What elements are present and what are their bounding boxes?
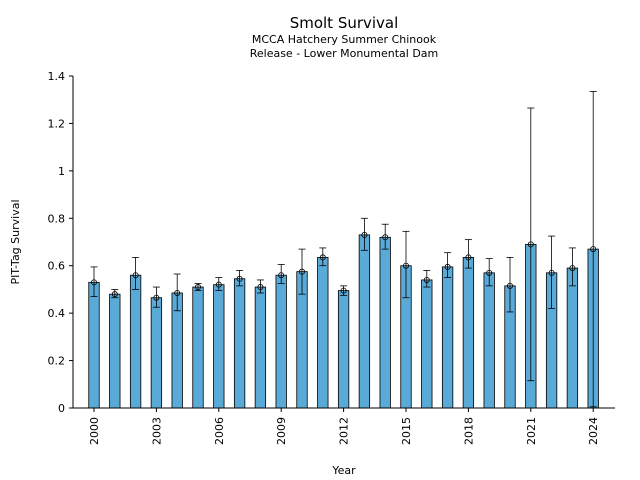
point-marker-2015: [402, 262, 409, 269]
point-marker-2019: [486, 269, 493, 276]
point-marker-2009: [278, 272, 285, 279]
x-tick-label: 2000: [88, 417, 101, 445]
y-tick-label: 1.2: [48, 117, 66, 130]
chart-title: Smolt Survival: [290, 14, 399, 32]
bar-2023: [566, 267, 579, 409]
bar-2003: [150, 297, 163, 409]
point-marker-2016: [423, 276, 430, 283]
bar-2013: [358, 234, 371, 409]
axes-layer: 0 0.2 0.4 0.6 0.8 1 1.2 1.4 2000 2003 2006 2009 2012…: [48, 70, 615, 445]
x-tick-label: 2009: [275, 417, 288, 445]
x-tick-label: 2021: [525, 417, 538, 445]
x-tick-label: 2018: [462, 417, 475, 445]
x-tick-label: 2015: [400, 417, 413, 445]
chart-subtitle-line2: Release - Lower Monumental Dam: [250, 47, 439, 60]
bar-2011: [317, 257, 329, 409]
bar-2001: [109, 293, 121, 409]
point-marker-2006: [215, 281, 222, 288]
x-tick-label: 2012: [338, 417, 351, 445]
point-marker-2014: [382, 234, 389, 241]
bar-2018: [462, 257, 475, 409]
y-tick-label: 0.2: [48, 355, 66, 368]
point-marker-2017: [444, 263, 451, 270]
bar-2006: [213, 284, 225, 409]
point-marker-2002: [132, 272, 139, 279]
bar-2012: [337, 290, 350, 409]
chart-subtitle-line1: MCCA Hatchery Summer Chinook: [252, 33, 437, 46]
point-marker-2008: [257, 284, 264, 291]
x-tick-label: 2006: [213, 417, 226, 445]
bar-2014: [379, 236, 391, 409]
bar-2007: [233, 278, 246, 409]
point-marker-2018: [465, 254, 472, 261]
bar-2016: [421, 279, 433, 409]
point-marker-2004: [174, 289, 181, 296]
bar-2017: [441, 266, 454, 409]
y-tick-label: 0.4: [48, 307, 66, 320]
point-marker-2011: [319, 254, 326, 261]
point-marker-2022: [548, 269, 555, 276]
bar-2002: [129, 274, 142, 409]
y-tick-label: 1.4: [48, 70, 66, 83]
point-marker-2021: [527, 241, 534, 248]
y-tick-label: 0.6: [48, 260, 66, 273]
x-axis-label: Year: [331, 464, 356, 477]
point-marker-2010: [298, 268, 305, 275]
bar-2019: [483, 272, 495, 409]
x-tick-label: 2003: [150, 417, 163, 445]
y-axis-label: PIT-Tag Survival: [9, 199, 22, 284]
bar-2000: [88, 281, 100, 409]
point-marker-2013: [361, 231, 368, 238]
point-marker-2000: [91, 279, 98, 286]
bar-2008: [254, 286, 267, 409]
bar-2005: [192, 286, 204, 409]
point-marker-2005: [194, 284, 201, 291]
x-tick-label: 2024: [587, 417, 600, 445]
y-tick-label: 1: [58, 165, 65, 178]
point-marker-2001: [111, 291, 118, 298]
point-marker-2012: [340, 287, 347, 294]
y-tick-label: 0.8: [48, 212, 66, 225]
y-tick-label: 0: [58, 402, 65, 415]
point-marker-2007: [236, 275, 243, 282]
point-marker-2003: [153, 294, 160, 301]
point-marker-2024: [590, 246, 597, 253]
bar-2009: [275, 274, 287, 409]
point-marker-2020: [506, 282, 513, 289]
bars-layer: [88, 234, 599, 409]
error-bars-layer: [90, 91, 597, 408]
point-marker-2023: [569, 265, 576, 272]
